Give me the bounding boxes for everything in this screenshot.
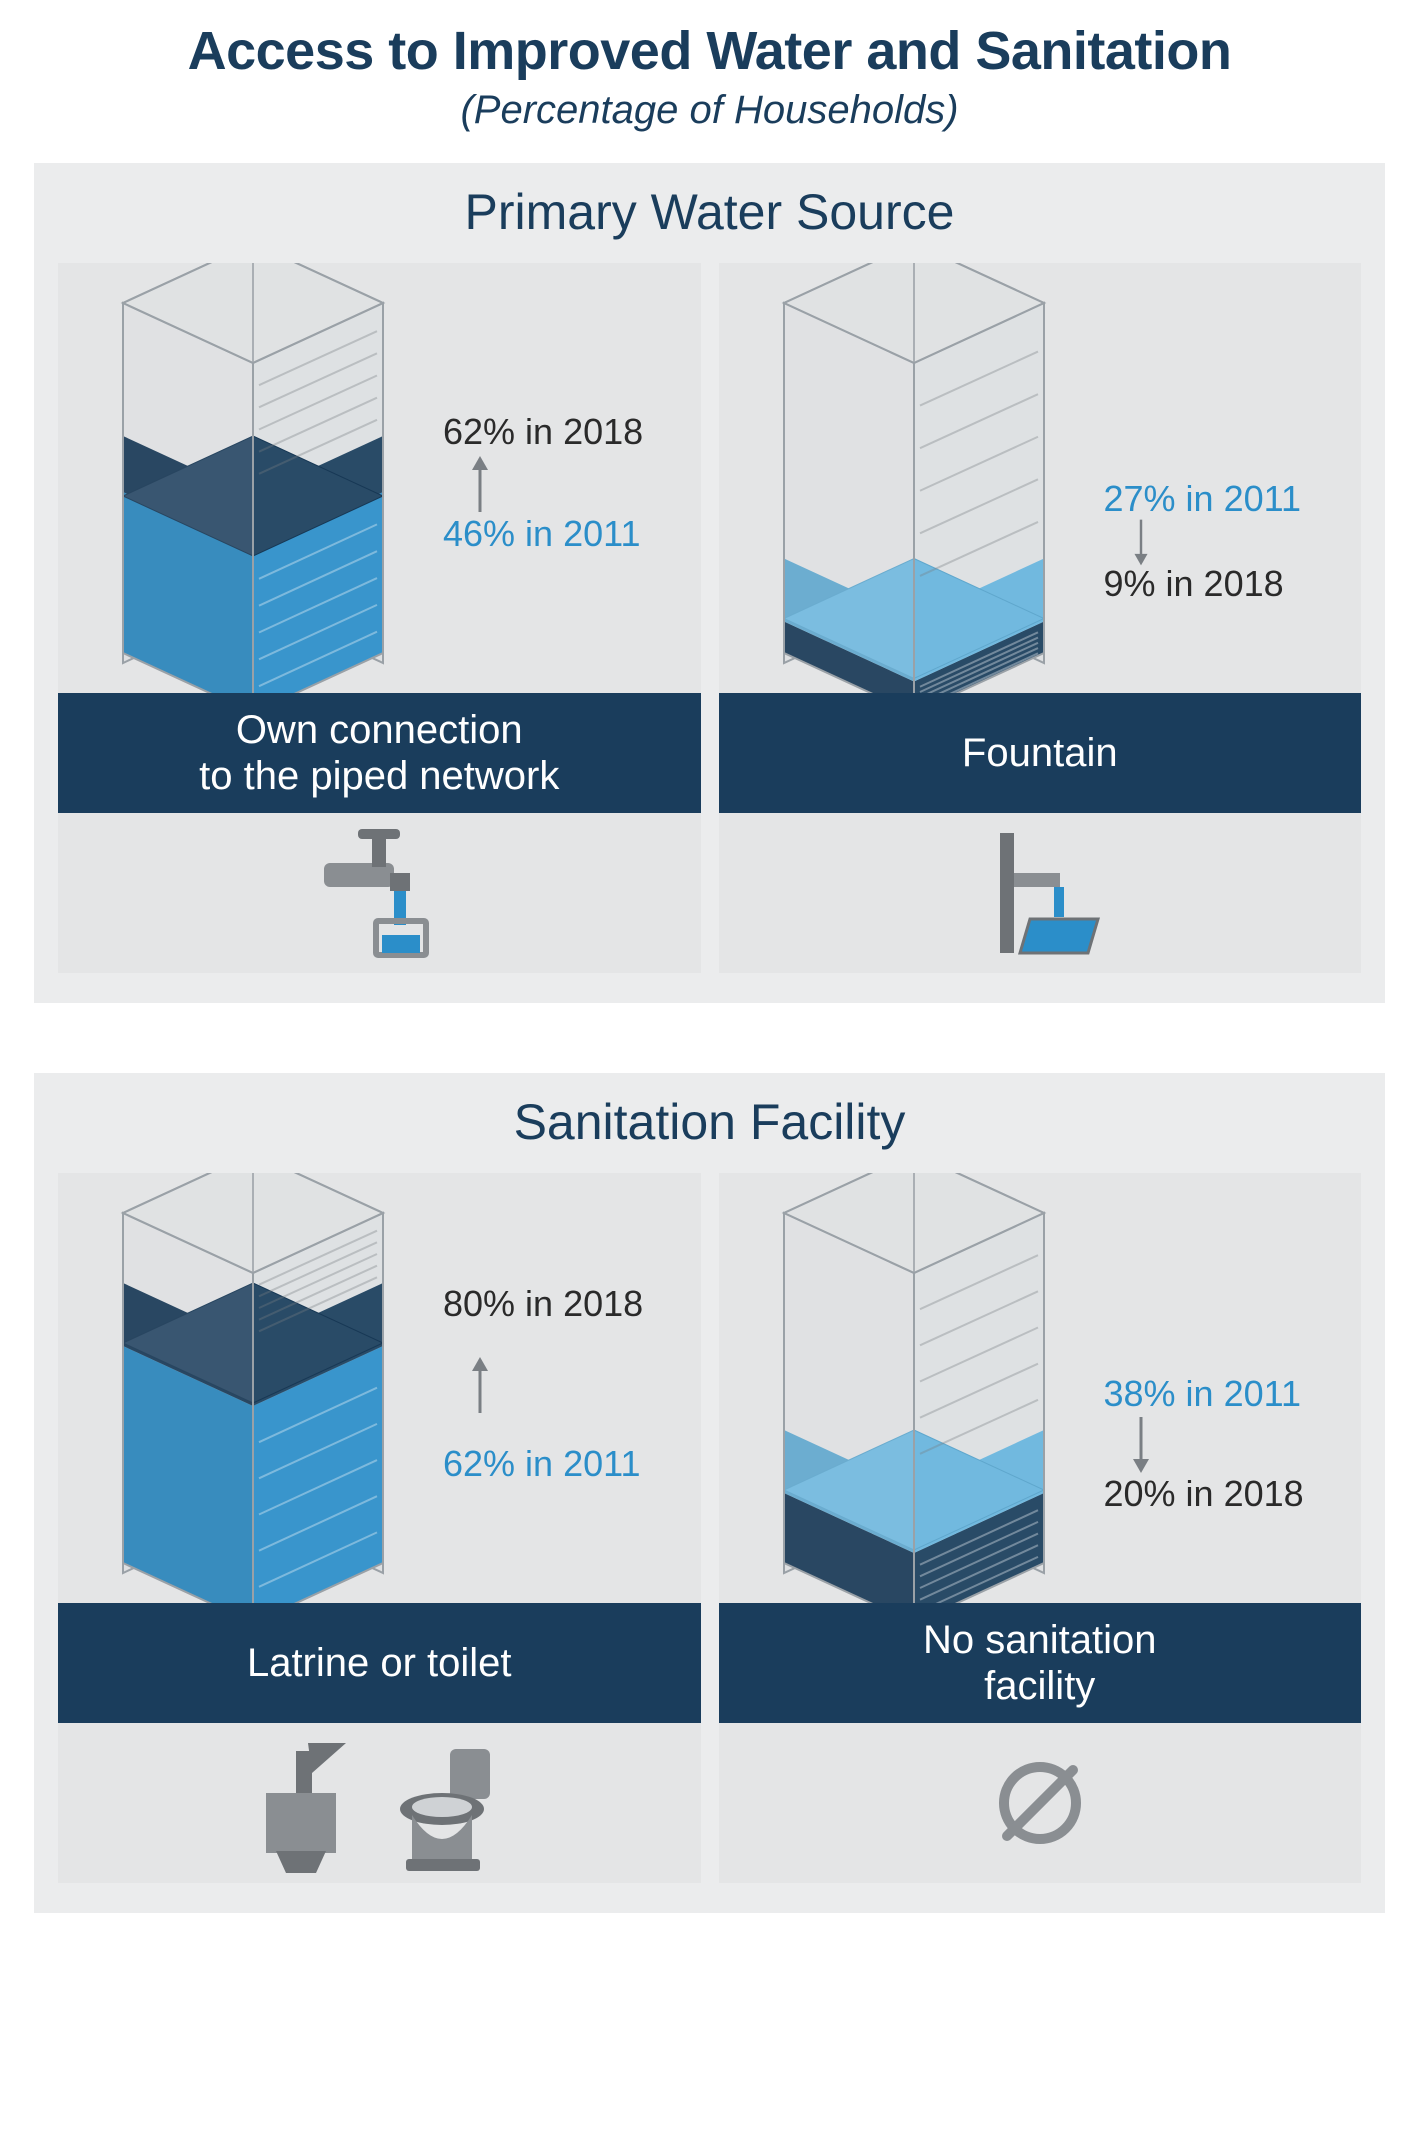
panel-chart-area: 38% in 2011 20% in 2018 (719, 1173, 1362, 1603)
panel-label: Own connectionto the piped network (58, 693, 701, 813)
section: Sanitation Facility 80% in 2018 62% in 201… (34, 1073, 1385, 1913)
panel-icon-area (719, 813, 1362, 973)
water-box (78, 1173, 438, 1603)
stat-line: 20% in 2018 (1104, 1473, 1304, 1515)
panel-row: 62% in 2018 46% in 2011 Own connectionto t… (58, 263, 1361, 973)
panel: 80% in 2018 62% in 2011 Latrine or toilet (58, 1173, 701, 1883)
stat-line: 38% in 2011 (1104, 1373, 1302, 1415)
stat-line: 9% in 2018 (1104, 563, 1284, 605)
panel-icon-area (719, 1723, 1362, 1883)
sections-root: Primary Water Source 62% in 2018 46% in 20… (0, 163, 1419, 1913)
stat-line: 80% in 2018 (443, 1283, 643, 1325)
section-title: Sanitation Facility (58, 1093, 1361, 1151)
panel-icon-area (58, 813, 701, 973)
empty-set-icon (985, 1748, 1095, 1858)
stat-line: 46% in 2011 (443, 513, 641, 555)
panel-row: 80% in 201862% in 2011Latrine or toilet3… (58, 1173, 1361, 1883)
panel-chart-area: 62% in 2018 46% in 2011 (58, 263, 701, 693)
stat-line: 62% in 2011 (443, 1443, 641, 1485)
panel: 27% in 2011 9% in 2018 Fountain (719, 263, 1362, 973)
panel-chart-area: 27% in 2011 9% in 2018 (719, 263, 1362, 693)
arrow-down-icon (1129, 518, 1153, 567)
panel: 62% in 2018 46% in 2011 Own connectionto t… (58, 263, 701, 973)
panel: 38% in 2011 20% in 2018 No sanitationfacil… (719, 1173, 1362, 1883)
header: Access to Improved Water and Sanitation … (0, 20, 1419, 133)
panel-chart-area: 80% in 2018 62% in 2011 (58, 1173, 701, 1603)
arrow-down-icon (1129, 1413, 1153, 1477)
arrow-up-icon (468, 1323, 492, 1447)
section-title: Primary Water Source (58, 183, 1361, 241)
fountain-icon (970, 823, 1110, 963)
toilet-icon (392, 1743, 502, 1873)
panel-label: Fountain (719, 693, 1362, 813)
water-box (739, 1173, 1099, 1603)
panel-icon-area (58, 1723, 701, 1883)
subtitle: (Percentage of Households) (0, 88, 1419, 133)
water-box (739, 263, 1099, 693)
arrow-up-icon (468, 451, 492, 517)
stat-line: 62% in 2018 (443, 411, 643, 453)
latrine-icon (256, 1733, 366, 1873)
tap-icon (314, 823, 444, 963)
main-title: Access to Improved Water and Sanitation (0, 20, 1419, 82)
panel-label: Latrine or toilet (58, 1603, 701, 1723)
stat-line: 27% in 2011 (1104, 478, 1302, 520)
section: Primary Water Source 62% in 2018 46% in 20… (34, 163, 1385, 1003)
panel-label: No sanitationfacility (719, 1603, 1362, 1723)
water-box (78, 263, 438, 693)
